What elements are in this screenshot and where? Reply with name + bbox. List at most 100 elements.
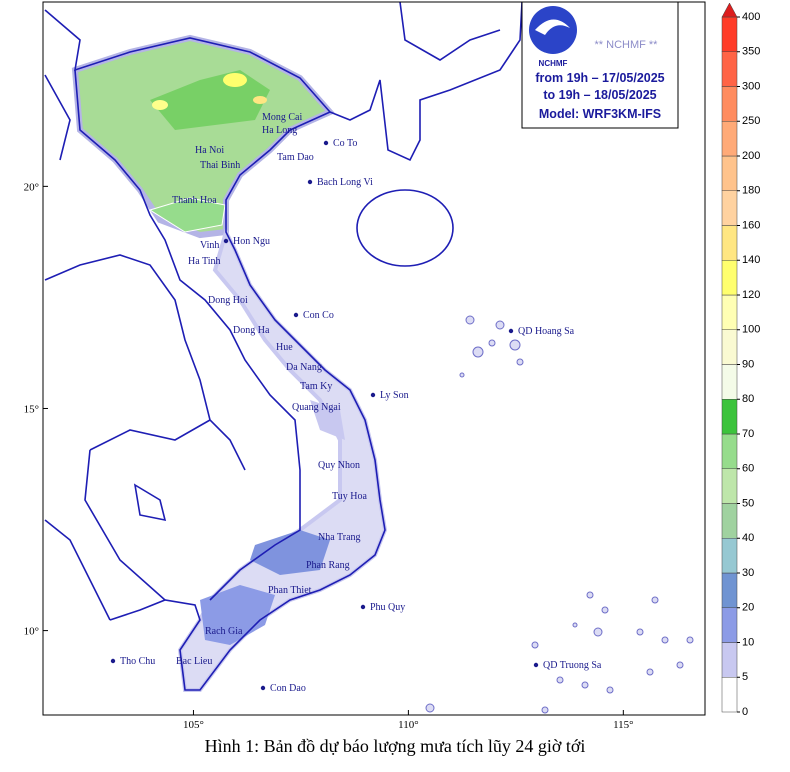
rain-areas xyxy=(71,34,388,692)
colorbar-segment xyxy=(721,225,738,261)
info-box: NCHMF ** NCHMF ** from 19h – 17/05/2025 … xyxy=(521,1,679,129)
logo-text: NCHMF xyxy=(539,59,568,68)
colorbar-label: 350 xyxy=(742,46,760,58)
place-label: Ha Tinh xyxy=(188,256,221,267)
place-label: Dong Hoi xyxy=(208,295,248,306)
colorbar-segment xyxy=(721,51,738,87)
place-label: Mong Cai xyxy=(262,112,303,123)
place-label: Phu Quy xyxy=(370,602,405,613)
colorbar-label: 0 xyxy=(742,706,748,718)
info-line: to 19h – 18/05/2025 xyxy=(543,88,656,102)
place-dot xyxy=(508,328,514,334)
colorbar-segment xyxy=(721,190,738,226)
y-tick-label: 10° xyxy=(24,626,39,638)
place-dot xyxy=(293,312,299,318)
coastlines xyxy=(44,1,523,691)
logo xyxy=(529,6,577,54)
y-tick-label: 15° xyxy=(24,403,39,415)
colorbar-label: 250 xyxy=(742,115,760,127)
colorbar-segment xyxy=(721,642,738,678)
place-label: Con Dao xyxy=(270,683,306,694)
colorbar-label: 10 xyxy=(742,636,754,648)
colorbar-label: 200 xyxy=(742,150,760,162)
colorbar-label: 180 xyxy=(742,185,760,197)
colorbar-segment xyxy=(721,155,738,191)
place-label: Quang Ngai xyxy=(292,402,341,413)
colorbar-segment xyxy=(721,364,738,400)
colorbar-label: 80 xyxy=(742,393,754,405)
x-tick-label: 115° xyxy=(613,719,634,731)
colorbar-label: 40 xyxy=(742,532,754,544)
place-label: Con Co xyxy=(303,310,334,321)
place-label: Ly Son xyxy=(380,390,409,401)
colorbar-segment xyxy=(721,260,738,296)
colorbar-label: 90 xyxy=(742,358,754,370)
x-tick-label: 105° xyxy=(183,719,204,731)
logo-swirl xyxy=(535,19,570,35)
colorbar-label: 140 xyxy=(742,254,760,266)
colorbar-label: 160 xyxy=(742,219,760,231)
colorbar-segment xyxy=(721,538,738,574)
info-line: Model: WRF3KM-IFS xyxy=(539,107,661,121)
map-frame xyxy=(42,1,706,716)
colorbar-segment xyxy=(721,121,738,157)
colorbar-segment xyxy=(721,468,738,504)
place-dot xyxy=(223,238,229,244)
place-label: Hue xyxy=(276,342,293,353)
place-label: QD Truong Sa xyxy=(543,660,602,671)
place-label: Hon Ngu xyxy=(233,236,270,247)
y-tick-label: 20° xyxy=(24,181,39,193)
colorbar-label: 120 xyxy=(742,289,760,301)
colorbar-segment xyxy=(721,607,738,643)
brand: ** NCHMF ** xyxy=(595,39,659,51)
place-label: Bac Lieu xyxy=(176,656,212,667)
place-dot xyxy=(370,392,376,398)
colorbar-label: 30 xyxy=(742,567,754,579)
colorbar-segment xyxy=(721,294,738,330)
place-label: Tam Dao xyxy=(277,152,314,163)
colorbar-over xyxy=(721,2,738,18)
place-dot xyxy=(360,604,366,610)
place-label: Thai Binh xyxy=(200,160,240,171)
place-label: Co To xyxy=(333,138,357,149)
place-dot xyxy=(260,685,266,691)
place-label: Phan Thiet xyxy=(268,585,312,596)
x-tick-label: 110° xyxy=(398,719,419,731)
place-label: Tam Ky xyxy=(300,381,332,392)
place-label: Ha Noi xyxy=(195,145,224,156)
place-label: QD Hoang Sa xyxy=(518,326,575,337)
caption: Hình 1: Bản đồ dự báo lượng mưa tích lũy… xyxy=(205,736,586,756)
colorbar-label: 100 xyxy=(742,324,760,336)
info-line: from 19h – 17/05/2025 xyxy=(535,71,664,85)
place-label: Quy Nhon xyxy=(318,460,360,471)
colorbar-segment xyxy=(721,677,738,713)
colorbar-label: 50 xyxy=(742,497,754,509)
place-dot xyxy=(323,140,329,146)
colorbar-label: 400 xyxy=(742,11,760,23)
colorbar-segment xyxy=(721,433,738,469)
colorbar-label: 70 xyxy=(742,428,754,440)
colorbar-segment xyxy=(721,16,738,52)
place-label: Dong Ha xyxy=(233,325,270,336)
place-label: Nha Trang xyxy=(318,532,361,543)
place-label: Rach Gia xyxy=(205,626,243,637)
colorbar-segment xyxy=(721,399,738,435)
colorbar-label: 5 xyxy=(742,671,748,683)
colorbar-segment xyxy=(721,329,738,365)
place-label: Bach Long Vi xyxy=(317,177,373,188)
place-label: Vinh xyxy=(200,240,219,251)
colorbar-segment xyxy=(721,86,738,122)
place-label: Ha Long xyxy=(262,125,297,136)
place-label: Tuy Hoa xyxy=(332,491,367,502)
place-label: Tho Chu xyxy=(120,656,155,667)
colorbar-segment xyxy=(721,572,738,608)
place-dot xyxy=(533,662,539,668)
colorbar-segment xyxy=(721,503,738,539)
place-dot xyxy=(110,658,116,664)
colorbar-label: 300 xyxy=(742,80,760,92)
place-dot xyxy=(307,179,313,185)
colorbar-label: 60 xyxy=(742,463,754,475)
place-label: Phan Rang xyxy=(306,560,350,571)
